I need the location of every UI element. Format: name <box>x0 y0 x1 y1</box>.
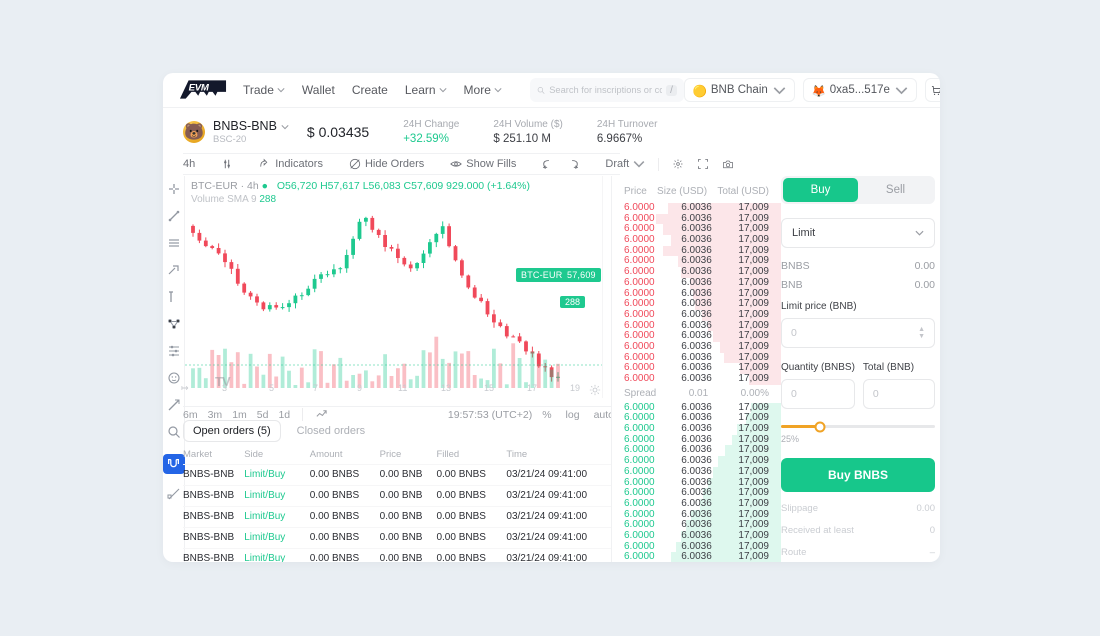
svg-text:EVM: EVM <box>189 82 210 93</box>
